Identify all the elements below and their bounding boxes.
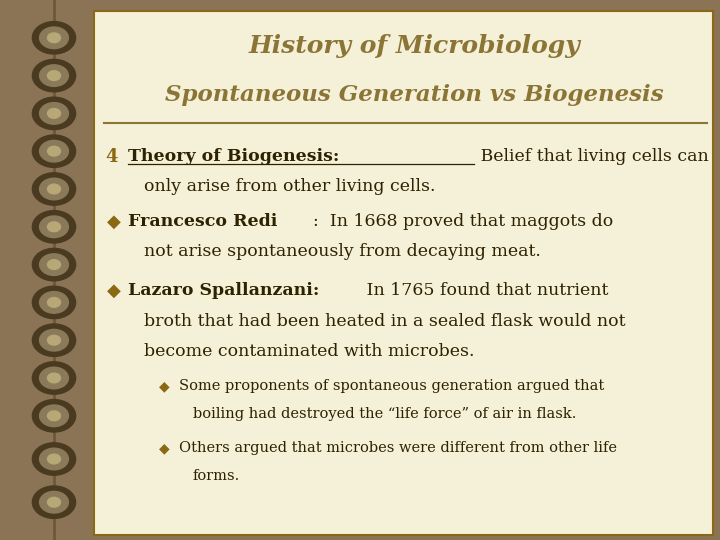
Text: only arise from other living cells.: only arise from other living cells. <box>144 178 436 195</box>
Text: broth that had been heated in a sealed flask would not: broth that had been heated in a sealed f… <box>144 313 626 330</box>
Circle shape <box>32 400 76 432</box>
Text: ◆: ◆ <box>107 212 121 231</box>
Text: ◆: ◆ <box>159 379 169 393</box>
Circle shape <box>40 448 68 470</box>
Circle shape <box>48 109 60 118</box>
Text: forms.: forms. <box>193 469 240 483</box>
Circle shape <box>32 135 76 167</box>
Circle shape <box>48 222 60 232</box>
Circle shape <box>32 211 76 243</box>
Circle shape <box>48 454 60 464</box>
Text: Spontaneous Generation vs Biogenesis: Spontaneous Generation vs Biogenesis <box>165 84 663 105</box>
Circle shape <box>40 216 68 238</box>
Circle shape <box>40 65 68 86</box>
Circle shape <box>32 97 76 130</box>
Text: ◆: ◆ <box>107 281 121 300</box>
FancyBboxPatch shape <box>94 11 713 535</box>
Circle shape <box>48 335 60 345</box>
Text: Belief that living cells can: Belief that living cells can <box>475 148 709 165</box>
Circle shape <box>32 443 76 475</box>
Circle shape <box>32 362 76 394</box>
Circle shape <box>48 33 60 43</box>
Text: Others argued that microbes were different from other life: Others argued that microbes were differe… <box>179 441 616 455</box>
Text: ◆: ◆ <box>159 441 169 455</box>
Circle shape <box>40 254 68 275</box>
Circle shape <box>40 178 68 200</box>
Circle shape <box>40 491 68 513</box>
Text: Theory of Biogenesis:: Theory of Biogenesis: <box>128 148 340 165</box>
Circle shape <box>48 184 60 194</box>
Circle shape <box>48 373 60 383</box>
Circle shape <box>48 146 60 156</box>
Circle shape <box>32 22 76 54</box>
Circle shape <box>32 324 76 356</box>
Circle shape <box>48 411 60 421</box>
Circle shape <box>40 292 68 313</box>
Circle shape <box>40 103 68 124</box>
Circle shape <box>32 486 76 518</box>
Circle shape <box>32 59 76 92</box>
Circle shape <box>48 260 60 269</box>
Text: :  In 1668 proved that maggots do: : In 1668 proved that maggots do <box>313 213 613 230</box>
Circle shape <box>48 298 60 307</box>
Text: Lazaro Spallanzani:: Lazaro Spallanzani: <box>128 282 320 299</box>
Text: become contaminated with microbes.: become contaminated with microbes. <box>144 342 474 360</box>
Text: History of Microbiology: History of Microbiology <box>248 34 580 58</box>
Text: In 1765 found that nutrient: In 1765 found that nutrient <box>361 282 609 299</box>
Circle shape <box>40 140 68 162</box>
Circle shape <box>40 367 68 389</box>
Circle shape <box>40 405 68 427</box>
Circle shape <box>40 329 68 351</box>
Text: 4: 4 <box>105 147 118 166</box>
Circle shape <box>32 286 76 319</box>
Circle shape <box>32 173 76 205</box>
Text: not arise spontaneously from decaying meat.: not arise spontaneously from decaying me… <box>144 242 541 260</box>
Text: Francesco Redi: Francesco Redi <box>128 213 277 230</box>
Circle shape <box>48 497 60 507</box>
Circle shape <box>48 71 60 80</box>
Circle shape <box>32 248 76 281</box>
Circle shape <box>40 27 68 49</box>
Text: boiling had destroyed the “life force” of air in flask.: boiling had destroyed the “life force” o… <box>193 407 576 421</box>
Text: Some proponents of spontaneous generation argued that: Some proponents of spontaneous generatio… <box>179 379 604 393</box>
